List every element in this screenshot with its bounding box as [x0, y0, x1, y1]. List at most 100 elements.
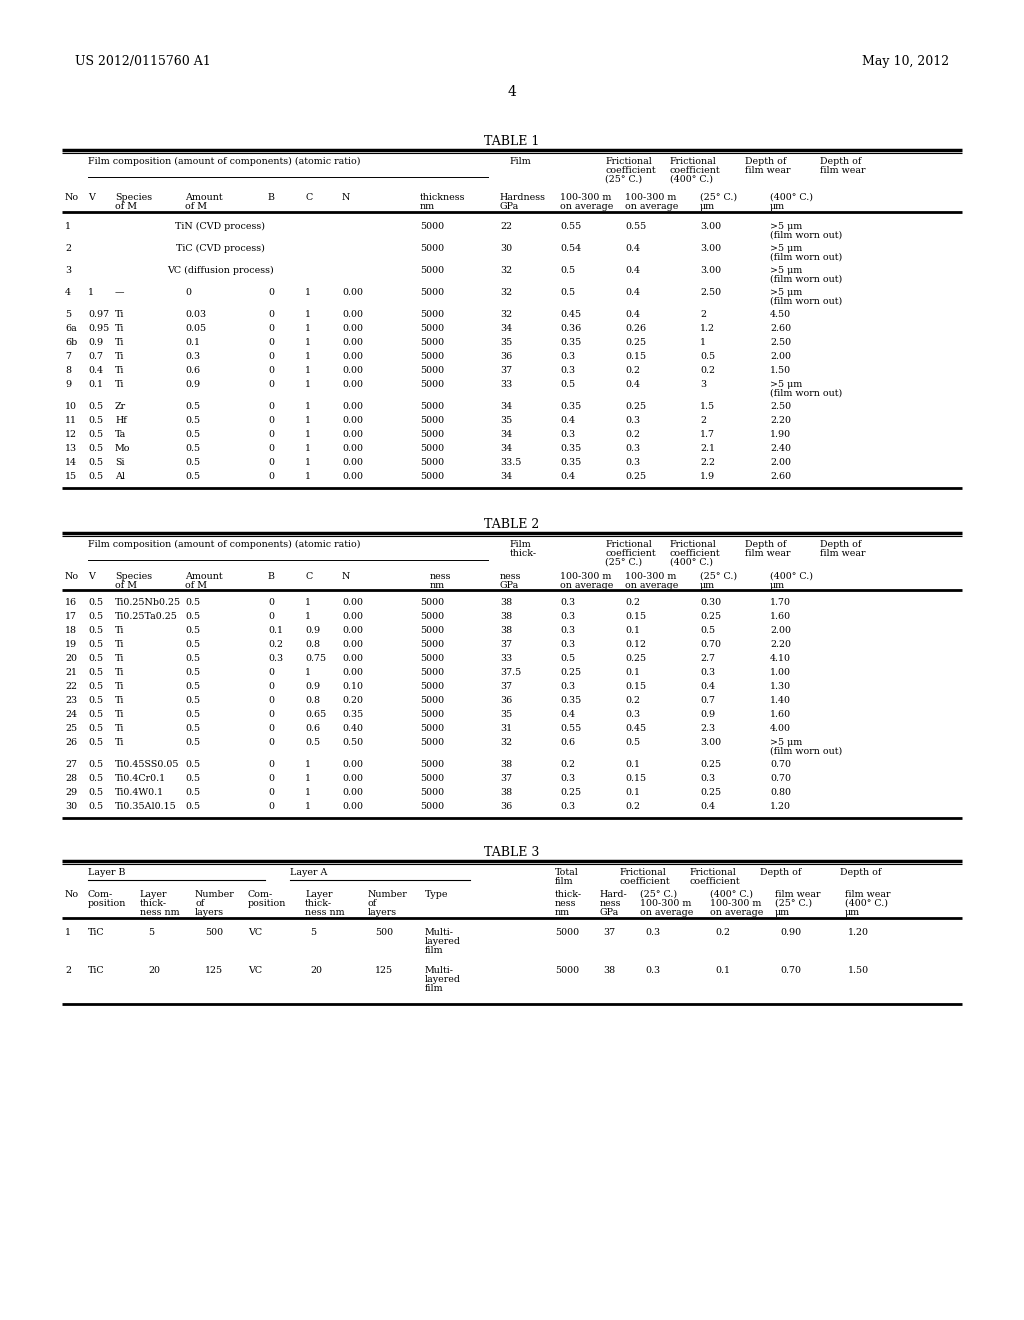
- Text: 2: 2: [700, 310, 706, 319]
- Text: 30: 30: [500, 244, 512, 253]
- Text: 0.5: 0.5: [185, 403, 200, 411]
- Text: 35: 35: [500, 416, 512, 425]
- Text: Type: Type: [425, 890, 449, 899]
- Text: 0.5: 0.5: [88, 403, 103, 411]
- Text: ness: ness: [430, 572, 452, 581]
- Text: Ti: Ti: [115, 682, 124, 690]
- Text: 2.50: 2.50: [700, 288, 721, 297]
- Text: 5000: 5000: [420, 598, 444, 607]
- Text: Ti0.25Ta0.25: Ti0.25Ta0.25: [115, 612, 178, 620]
- Text: 500: 500: [375, 928, 393, 937]
- Text: 0.1: 0.1: [625, 668, 640, 677]
- Text: 5000: 5000: [420, 366, 444, 375]
- Text: (25° C.): (25° C.): [775, 899, 812, 908]
- Text: 0.70: 0.70: [770, 774, 791, 783]
- Text: 0.26: 0.26: [625, 323, 646, 333]
- Text: 2.20: 2.20: [770, 416, 791, 425]
- Text: 1.00: 1.00: [770, 668, 791, 677]
- Text: 0.4: 0.4: [625, 244, 640, 253]
- Text: 1: 1: [305, 288, 311, 297]
- Text: 5000: 5000: [420, 774, 444, 783]
- Text: 37: 37: [603, 928, 615, 937]
- Text: 0.1: 0.1: [625, 788, 640, 797]
- Text: Com-: Com-: [248, 890, 273, 899]
- Text: 0.5: 0.5: [88, 612, 103, 620]
- Text: 0.5: 0.5: [185, 598, 200, 607]
- Text: 0.3: 0.3: [560, 803, 575, 810]
- Text: V: V: [88, 193, 95, 202]
- Text: 0.35: 0.35: [560, 696, 582, 705]
- Text: (400° C.): (400° C.): [845, 899, 888, 908]
- Text: 0.45: 0.45: [625, 723, 646, 733]
- Text: 16: 16: [65, 598, 77, 607]
- Text: No: No: [65, 572, 79, 581]
- Text: 2.3: 2.3: [700, 723, 715, 733]
- Text: May 10, 2012: May 10, 2012: [862, 55, 949, 69]
- Text: 0.5: 0.5: [88, 626, 103, 635]
- Text: 0.9: 0.9: [88, 338, 103, 347]
- Text: Amount: Amount: [185, 193, 222, 202]
- Text: 0.5: 0.5: [88, 803, 103, 810]
- Text: 0.5: 0.5: [185, 640, 200, 649]
- Text: 3: 3: [700, 380, 707, 389]
- Text: 5000: 5000: [420, 612, 444, 620]
- Text: of M: of M: [185, 581, 207, 590]
- Text: 0.4: 0.4: [560, 473, 575, 480]
- Text: ness nm: ness nm: [140, 908, 179, 917]
- Text: Ti0.4Cr0.1: Ti0.4Cr0.1: [115, 774, 166, 783]
- Text: 2.50: 2.50: [770, 403, 792, 411]
- Text: 0.00: 0.00: [342, 430, 362, 440]
- Text: 0.9: 0.9: [700, 710, 715, 719]
- Text: 2.60: 2.60: [770, 473, 792, 480]
- Text: 0.5: 0.5: [185, 723, 200, 733]
- Text: 0: 0: [268, 380, 274, 389]
- Text: Depth of: Depth of: [840, 869, 882, 876]
- Text: 1.30: 1.30: [770, 682, 792, 690]
- Text: 4.10: 4.10: [770, 653, 791, 663]
- Text: 0.3: 0.3: [560, 612, 575, 620]
- Text: TABLE 1: TABLE 1: [484, 135, 540, 148]
- Text: 26: 26: [65, 738, 77, 747]
- Text: 0.25: 0.25: [625, 338, 646, 347]
- Text: 2.00: 2.00: [770, 352, 791, 360]
- Text: 0.00: 0.00: [342, 598, 362, 607]
- Text: 100-300 m: 100-300 m: [560, 193, 611, 202]
- Text: GPa: GPa: [600, 908, 620, 917]
- Text: 0.5: 0.5: [88, 653, 103, 663]
- Text: (25° C.): (25° C.): [605, 558, 642, 568]
- Text: 0.5: 0.5: [88, 710, 103, 719]
- Text: 33: 33: [500, 653, 512, 663]
- Text: of M: of M: [185, 202, 207, 211]
- Text: 0.5: 0.5: [88, 696, 103, 705]
- Text: coefficient: coefficient: [690, 876, 740, 886]
- Text: 0.5: 0.5: [185, 653, 200, 663]
- Text: 0.5: 0.5: [88, 682, 103, 690]
- Text: 5000: 5000: [420, 640, 444, 649]
- Text: 0.00: 0.00: [342, 458, 362, 467]
- Text: nm: nm: [430, 581, 445, 590]
- Text: 0.00: 0.00: [342, 612, 362, 620]
- Text: 0.1: 0.1: [268, 626, 283, 635]
- Text: Ti0.25Nb0.25: Ti0.25Nb0.25: [115, 598, 181, 607]
- Text: on average: on average: [625, 581, 678, 590]
- Text: 0: 0: [268, 310, 274, 319]
- Text: 0.6: 0.6: [560, 738, 575, 747]
- Text: >5 μm: >5 μm: [770, 288, 802, 297]
- Text: 10: 10: [65, 403, 77, 411]
- Text: 0.55: 0.55: [560, 222, 582, 231]
- Text: TABLE 2: TABLE 2: [484, 517, 540, 531]
- Text: 0.00: 0.00: [342, 352, 362, 360]
- Text: 0.5: 0.5: [560, 380, 575, 389]
- Text: 2.50: 2.50: [770, 338, 792, 347]
- Text: 33.5: 33.5: [500, 458, 521, 467]
- Text: >5 μm: >5 μm: [770, 380, 802, 389]
- Text: 1: 1: [305, 310, 311, 319]
- Text: (film worn out): (film worn out): [770, 747, 843, 756]
- Text: 0: 0: [268, 803, 274, 810]
- Text: (film worn out): (film worn out): [770, 297, 843, 306]
- Text: Ti: Ti: [115, 352, 124, 360]
- Text: No: No: [65, 193, 79, 202]
- Text: V: V: [88, 572, 95, 581]
- Text: 0.5: 0.5: [88, 416, 103, 425]
- Text: 0.2: 0.2: [625, 598, 640, 607]
